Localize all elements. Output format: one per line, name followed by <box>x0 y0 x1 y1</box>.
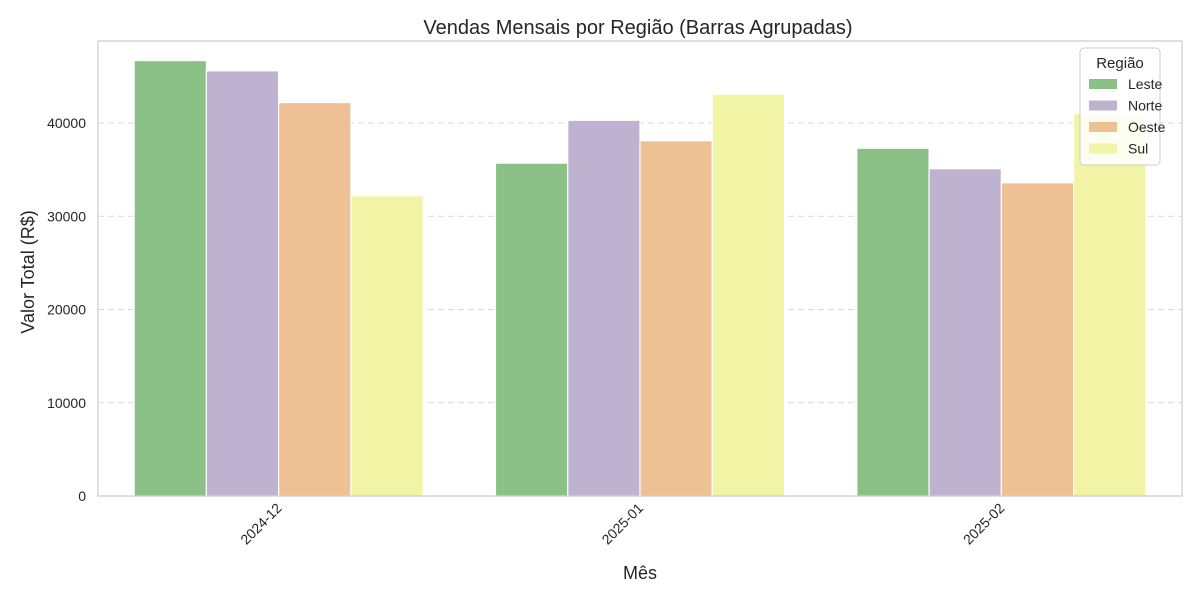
y-tick-label: 20000 <box>47 302 86 318</box>
legend-swatch-norte <box>1089 100 1117 111</box>
chart-title: Vendas Mensais por Região (Barras Agrupa… <box>423 17 852 39</box>
plot-frame <box>97 40 1183 497</box>
y-tick-label: 40000 <box>47 115 86 131</box>
y-ticks: 0 10000 20000 30000 40000 <box>47 115 86 504</box>
bar-oeste-2025-01 <box>639 140 713 497</box>
bar-sul-2024-12 <box>350 195 424 497</box>
legend-items: Leste Norte Oeste Sul <box>1089 76 1166 157</box>
y-tick-label: 10000 <box>47 395 86 411</box>
y-axis-label: Valor Total (R$) <box>18 210 38 333</box>
legend-swatch-sul <box>1089 143 1117 154</box>
bar-norte-2025-01 <box>567 119 641 497</box>
bar-leste-2024-12 <box>133 59 208 497</box>
legend-title: Região <box>1096 55 1144 72</box>
bars <box>133 59 1147 497</box>
legend: Região Leste Norte Oeste Sul <box>1079 47 1166 166</box>
legend-label-sul: Sul <box>1128 141 1148 157</box>
legend-swatch-leste <box>1089 79 1117 89</box>
legend-swatch-oeste <box>1089 122 1117 132</box>
bar-norte-2024-12 <box>205 70 280 497</box>
legend-label-leste: Leste <box>1128 76 1162 92</box>
bar-sul-2025-02 <box>1072 113 1147 497</box>
bar-norte-2025-02 <box>928 168 1002 497</box>
legend-box <box>1079 47 1161 166</box>
legend-label-norte: Norte <box>1128 98 1162 114</box>
bar-leste-2025-01 <box>494 162 569 497</box>
bar-oeste-2025-02 <box>1000 182 1075 497</box>
y-tick-label: 30000 <box>47 208 86 224</box>
legend-label-oeste: Oeste <box>1128 119 1166 135</box>
x-axis-label: Mês <box>623 563 657 583</box>
bar-leste-2025-02 <box>856 147 930 497</box>
y-tick-label: 0 <box>78 488 86 504</box>
bar-sul-2025-01 <box>711 93 786 497</box>
bar-oeste-2024-12 <box>278 101 352 497</box>
